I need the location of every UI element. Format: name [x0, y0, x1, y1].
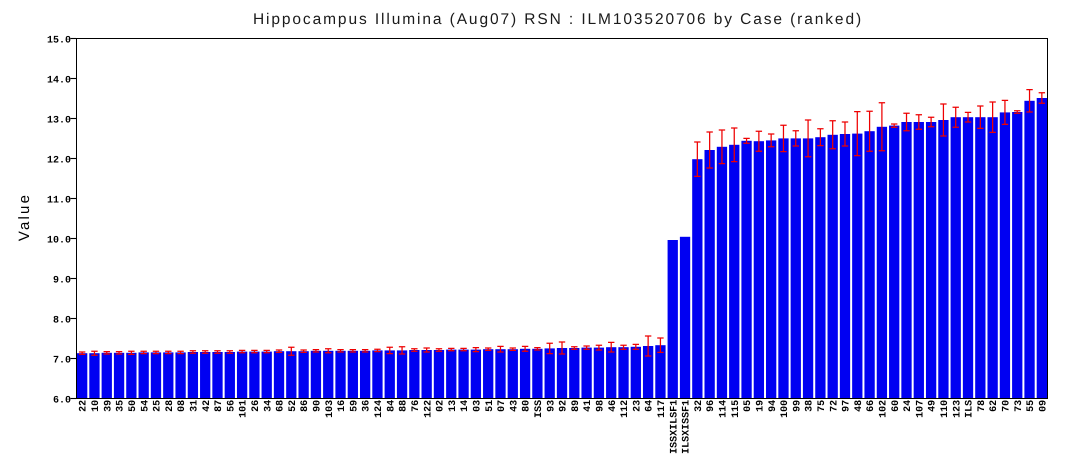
svg-text:48: 48 — [854, 400, 865, 412]
svg-text:9.0: 9.0 — [53, 275, 71, 286]
svg-text:96: 96 — [706, 400, 717, 412]
svg-text:97: 97 — [842, 400, 853, 412]
svg-text:11.0: 11.0 — [47, 195, 71, 206]
svg-text:Hippocampus Illumina (Aug07) R: Hippocampus Illumina (Aug07) RSN : ILM10… — [253, 11, 863, 28]
svg-text:38: 38 — [805, 400, 816, 412]
svg-text:14: 14 — [460, 400, 471, 412]
svg-text:94: 94 — [768, 400, 779, 412]
svg-text:41: 41 — [583, 400, 594, 412]
svg-text:62: 62 — [989, 400, 1000, 412]
svg-text:117: 117 — [657, 400, 668, 418]
svg-text:114: 114 — [719, 400, 730, 418]
svg-text:ILS: ILS — [965, 400, 976, 418]
svg-text:50: 50 — [128, 400, 139, 412]
svg-text:10.0: 10.0 — [47, 235, 71, 246]
svg-text:8.0: 8.0 — [53, 315, 71, 326]
svg-text:23: 23 — [632, 400, 643, 412]
svg-text:03: 03 — [472, 400, 483, 412]
svg-text:10: 10 — [91, 400, 102, 412]
svg-text:112: 112 — [620, 400, 631, 418]
svg-text:60: 60 — [891, 400, 902, 412]
svg-text:34: 34 — [263, 400, 274, 412]
svg-text:124: 124 — [374, 400, 385, 418]
svg-text:107: 107 — [915, 400, 926, 418]
svg-text:93: 93 — [546, 400, 557, 412]
svg-text:84: 84 — [386, 400, 397, 412]
svg-text:102: 102 — [879, 400, 890, 418]
svg-text:90: 90 — [313, 400, 324, 412]
svg-text:87: 87 — [214, 400, 225, 412]
svg-text:52: 52 — [288, 400, 299, 412]
svg-text:19: 19 — [755, 400, 766, 412]
svg-text:110: 110 — [940, 400, 951, 418]
svg-text:36: 36 — [362, 400, 373, 412]
svg-text:35: 35 — [116, 400, 127, 412]
svg-text:80: 80 — [522, 400, 533, 412]
svg-text:100: 100 — [780, 400, 791, 418]
svg-text:55: 55 — [1026, 400, 1037, 412]
svg-text:7.0: 7.0 — [53, 355, 71, 366]
svg-text:99: 99 — [792, 400, 803, 412]
svg-text:122: 122 — [423, 400, 434, 418]
svg-text:32: 32 — [694, 400, 705, 412]
svg-text:26: 26 — [251, 400, 262, 412]
svg-text:92: 92 — [559, 400, 570, 412]
svg-text:ILSXISSF1: ILSXISSF1 — [682, 400, 693, 454]
svg-text:13.0: 13.0 — [47, 115, 71, 126]
svg-text:49: 49 — [928, 400, 939, 412]
svg-text:6.0: 6.0 — [53, 395, 71, 406]
svg-text:72: 72 — [829, 400, 840, 412]
svg-text:98: 98 — [596, 400, 607, 412]
svg-text:89: 89 — [571, 400, 582, 412]
svg-text:59: 59 — [349, 400, 360, 412]
svg-text:24: 24 — [903, 400, 914, 412]
svg-text:05: 05 — [743, 400, 754, 412]
svg-text:86: 86 — [300, 400, 311, 412]
svg-text:28: 28 — [165, 400, 176, 412]
svg-text:39: 39 — [103, 400, 114, 412]
svg-text:64: 64 — [645, 400, 656, 412]
svg-text:78: 78 — [977, 400, 988, 412]
svg-text:16: 16 — [337, 400, 348, 412]
svg-text:07: 07 — [497, 400, 508, 412]
svg-text:08: 08 — [177, 400, 188, 412]
svg-text:115: 115 — [731, 400, 742, 418]
svg-text:103: 103 — [325, 400, 336, 418]
svg-text:14.0: 14.0 — [47, 75, 71, 86]
svg-text:Value: Value — [16, 193, 33, 241]
svg-text:22: 22 — [79, 400, 90, 412]
svg-text:76: 76 — [411, 400, 422, 412]
svg-text:56: 56 — [226, 400, 237, 412]
svg-text:75: 75 — [817, 400, 828, 412]
svg-text:31: 31 — [189, 400, 200, 412]
svg-text:70: 70 — [1002, 400, 1013, 412]
svg-text:42: 42 — [202, 400, 213, 412]
svg-text:101: 101 — [239, 400, 250, 418]
svg-text:12.0: 12.0 — [47, 155, 71, 166]
svg-text:66: 66 — [866, 400, 877, 412]
svg-text:15.0: 15.0 — [47, 35, 71, 46]
svg-text:ISSXILSF1: ISSXILSF1 — [669, 400, 680, 454]
svg-text:46: 46 — [608, 400, 619, 412]
svg-text:88: 88 — [399, 400, 410, 412]
svg-text:02: 02 — [436, 400, 447, 412]
svg-text:13: 13 — [448, 400, 459, 412]
svg-text:54: 54 — [140, 400, 151, 412]
svg-text:43: 43 — [509, 400, 520, 412]
svg-text:123: 123 — [952, 400, 963, 418]
svg-text:73: 73 — [1014, 400, 1025, 412]
svg-text:68: 68 — [276, 400, 287, 412]
svg-text:51: 51 — [485, 400, 496, 412]
svg-text:09: 09 — [1038, 400, 1049, 412]
svg-text:ISS: ISS — [534, 400, 545, 418]
svg-text:25: 25 — [153, 400, 164, 412]
